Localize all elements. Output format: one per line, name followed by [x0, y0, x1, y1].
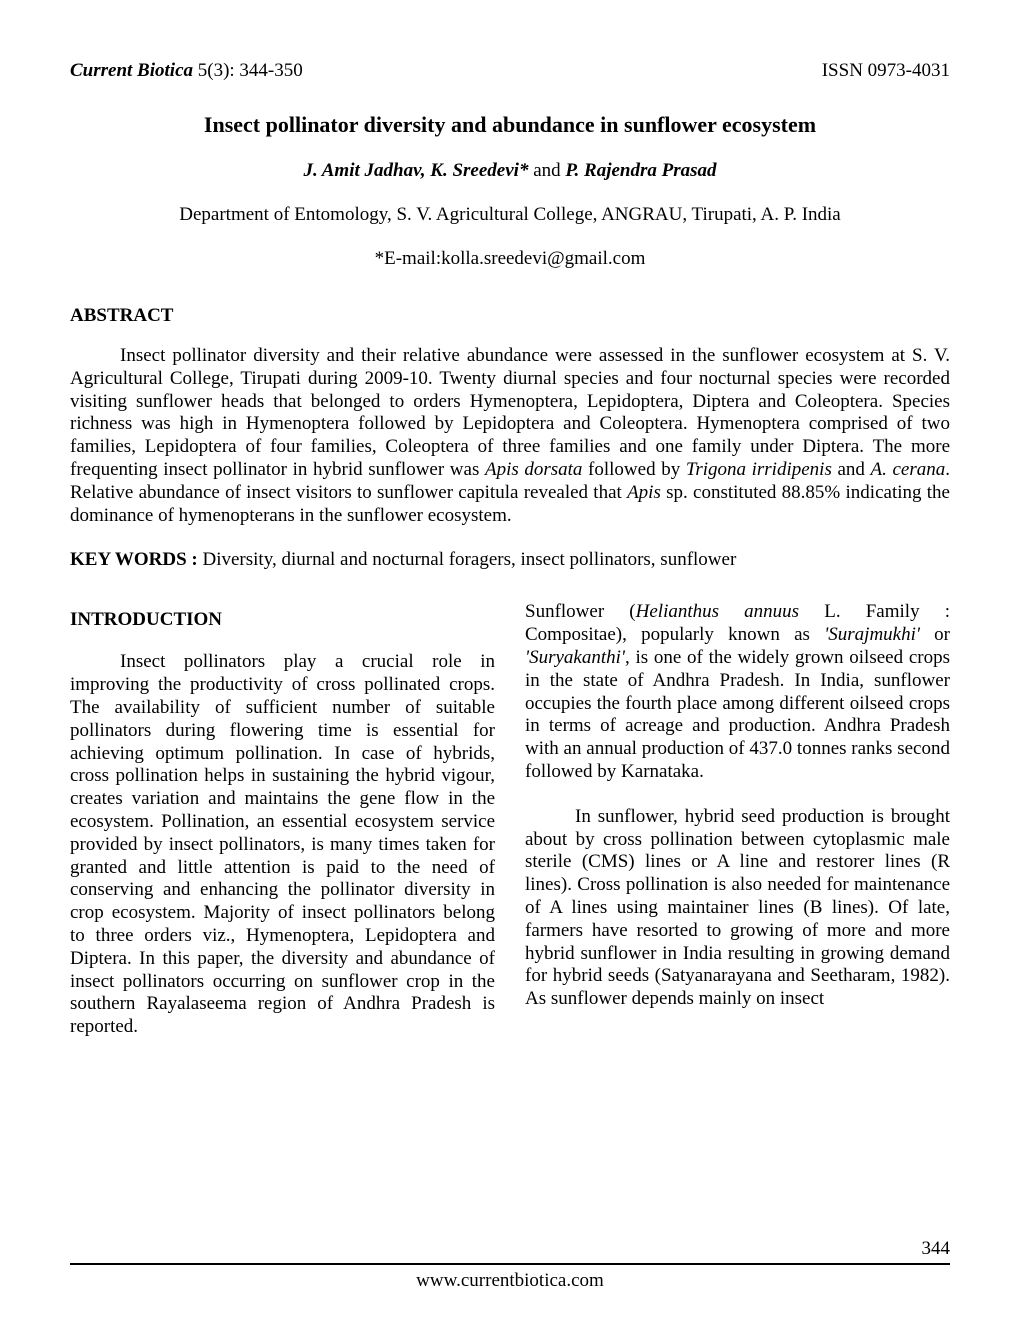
species-name: Apis dorsata	[485, 459, 582, 480]
keywords-label: KEY WORDS :	[70, 549, 203, 570]
abstract-heading: ABSTRACT	[70, 305, 950, 327]
author-names-1: J. Amit Jadhav, K. Sreedevi*	[303, 160, 528, 181]
body-columns: INTRODUCTION Insect pollinators play a c…	[70, 601, 950, 1039]
article-title: Insect pollinator diversity and abundanc…	[70, 112, 950, 138]
journal-name: Current Biotica	[70, 60, 193, 81]
author-and: and	[528, 160, 565, 181]
vernacular-name: 'Surajmukhi'	[824, 624, 920, 645]
footer-divider	[70, 1263, 950, 1265]
abstract-part-1b: followed by	[582, 459, 685, 480]
correspondence-email: *E-mail:kolla.sreedevi@gmail.com	[70, 248, 950, 270]
right-part-1c: or	[920, 624, 950, 645]
species-name: Trigona irridipenis	[686, 459, 832, 480]
authors: J. Amit Jadhav, K. Sreedevi* and P. Raje…	[70, 160, 950, 182]
abstract-text: Insect pollinator diversity and their re…	[70, 345, 950, 527]
volume-issue: 5(3): 344-350	[193, 60, 303, 81]
header-row: Current Biotica 5(3): 344-350 ISSN 0973-…	[70, 60, 950, 82]
introduction-heading: INTRODUCTION	[70, 609, 495, 631]
author-names-2: P. Rajendra Prasad	[565, 160, 716, 181]
keywords-line: KEY WORDS : Diversity, diurnal and noctu…	[70, 549, 950, 571]
journal-citation: Current Biotica 5(3): 344-350	[70, 60, 303, 82]
right-column: Sunflower (Helianthus annuus L. Family :…	[525, 601, 950, 1039]
issn: ISSN 0973-4031	[822, 60, 950, 82]
page-number: 344	[922, 1238, 951, 1260]
vernacular-name: 'Suryakanthi'	[525, 647, 625, 668]
species-name: Apis	[627, 482, 661, 503]
footer-url: www.currentbiotica.com	[0, 1270, 1020, 1292]
left-column: INTRODUCTION Insect pollinators play a c…	[70, 601, 495, 1039]
abstract-part-1c: and	[832, 459, 871, 480]
right-part-1a: Sunflower (	[525, 601, 636, 622]
species-name: A. cerana	[871, 459, 946, 480]
intro-paragraph: Insect pollinators play a crucial role i…	[70, 651, 495, 1039]
species-name: Helianthus annuus	[636, 601, 799, 622]
keywords-text: Diversity, diurnal and nocturnal forager…	[203, 549, 737, 570]
sunflower-paragraph-2: In sunflower, hybrid seed production is …	[525, 806, 950, 1011]
sunflower-paragraph-1: Sunflower (Helianthus annuus L. Family :…	[525, 601, 950, 783]
affiliation: Department of Entomology, S. V. Agricult…	[70, 204, 950, 226]
